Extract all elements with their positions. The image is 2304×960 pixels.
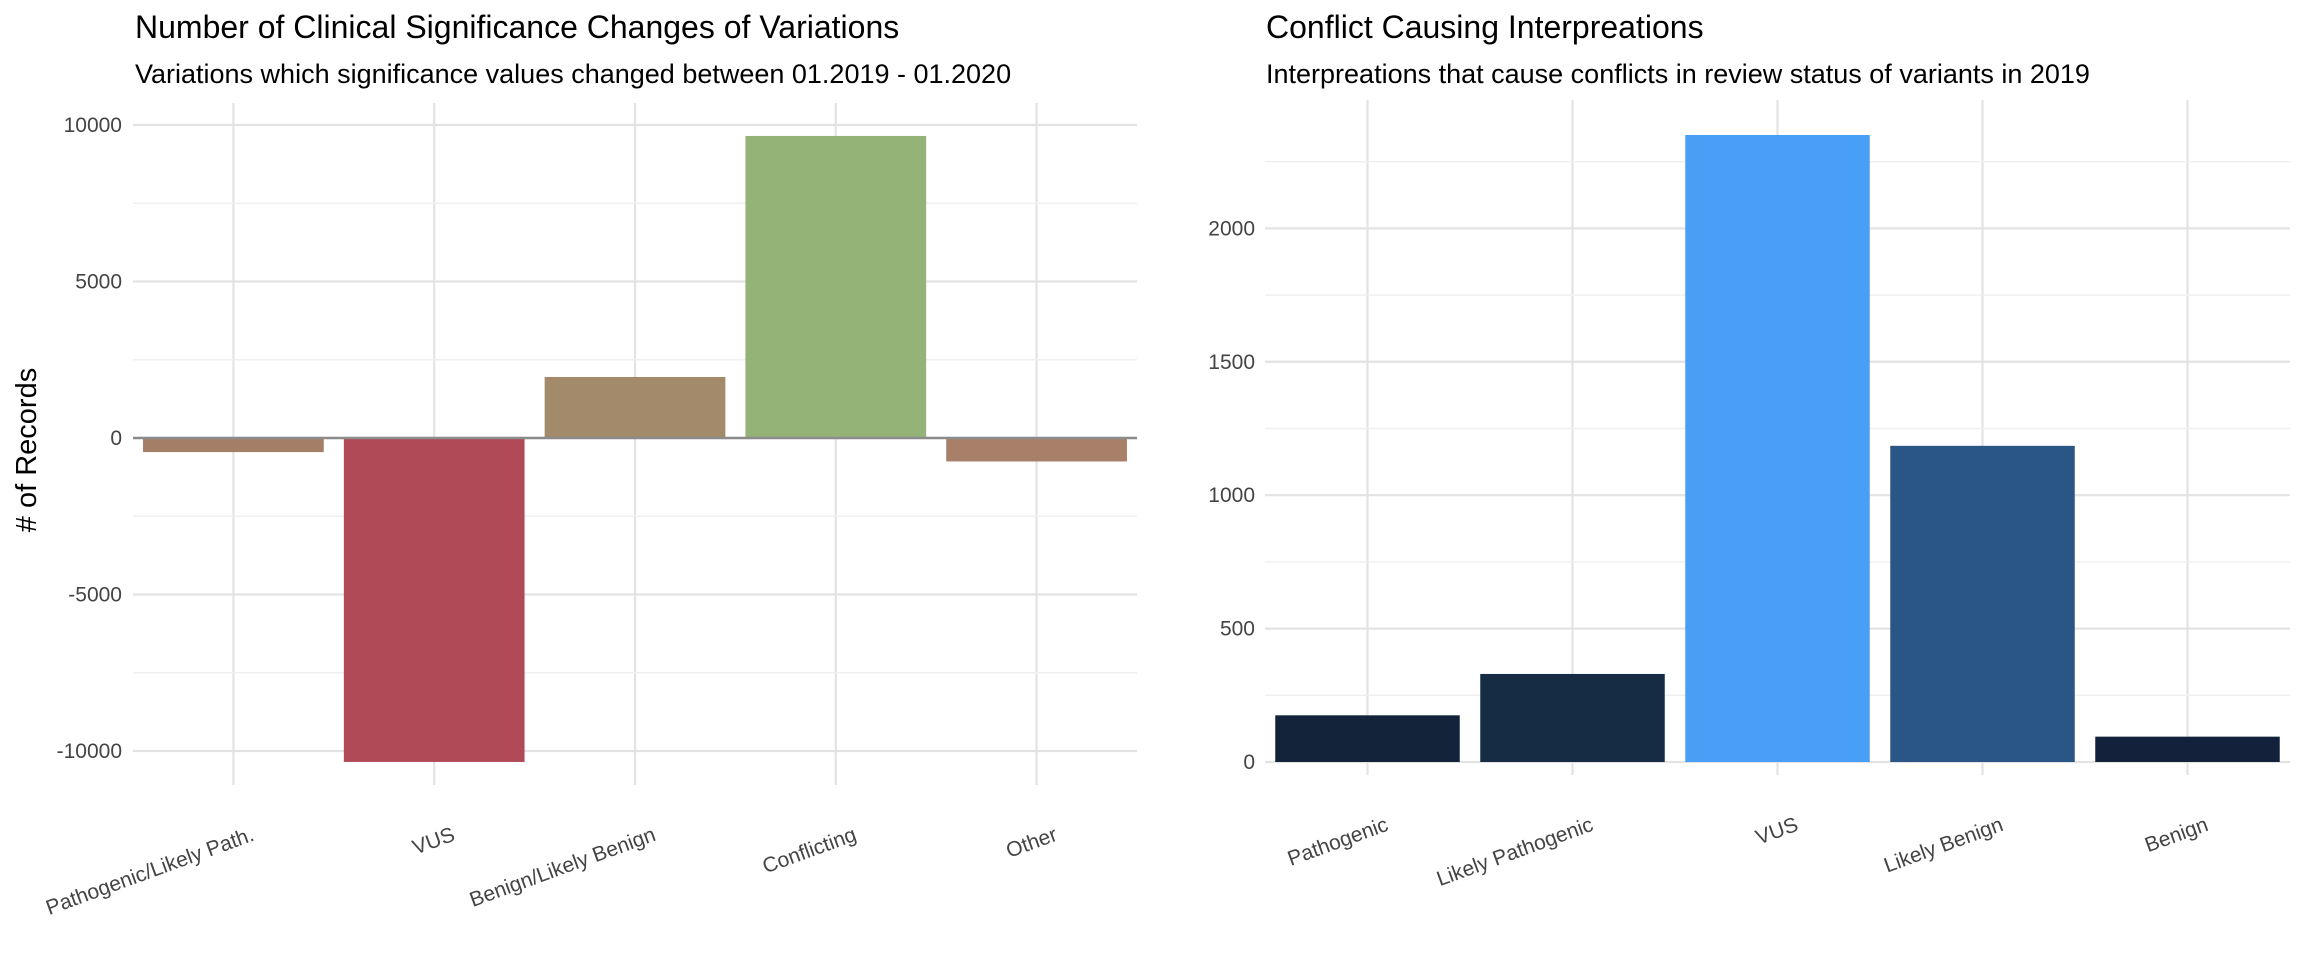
right-bars (1275, 135, 2280, 762)
right-y-ticks: 0 500 1000 1500 2000 (1208, 217, 1255, 774)
right-bar-likely-benign (1890, 445, 2075, 762)
left-bar-other (946, 438, 1127, 462)
left-bar-pathogenic-likely-path- (143, 438, 324, 453)
left-x-tick-label: Pathogenic/Likely Path. (43, 823, 257, 920)
right-bar-likely-pathogenic (1480, 673, 1665, 762)
right-chart-subtitle: Interpreations that cause conflicts in r… (1266, 59, 2090, 89)
right-bar-vus (1685, 135, 1870, 762)
left-chart-subtitle: Variations which significance values cha… (135, 59, 1011, 89)
left-panel: Number of Clinical Significance Changes … (11, 9, 1137, 920)
right-x-tick-label: Likely Benign (1881, 813, 2006, 877)
right-y-tick-label: 1000 (1208, 484, 1255, 507)
left-bars (143, 135, 1127, 762)
left-y-tick-label: -5000 (68, 584, 122, 607)
right-x-ticks: Pathogenic Likely Pathogenic VUS Likely Ben… (1285, 813, 2212, 891)
right-x-tick-label: VUS (1753, 813, 1801, 849)
left-y-tick-label: 0 (110, 427, 122, 450)
left-chart-title: Number of Clinical Significance Changes … (135, 9, 899, 45)
right-y-tick-label: 2000 (1208, 217, 1255, 240)
right-y-tick-label: 1500 (1208, 351, 1255, 374)
right-x-tick-label: Likely Pathogenic (1434, 813, 1597, 891)
left-x-tick-label: Other (1003, 823, 1060, 863)
left-y-tick-label: -10000 (57, 740, 122, 763)
right-y-tick-label: 0 (1243, 751, 1255, 774)
left-x-tick-label: VUS (409, 823, 457, 859)
right-y-tick-label: 500 (1220, 618, 1255, 641)
right-x-tick-label: Benign (2142, 813, 2211, 857)
left-bar-vus (343, 438, 525, 762)
right-panel: Conflict Causing Interpreations Interpre… (1208, 9, 2290, 891)
left-y-tick-label: 5000 (75, 271, 122, 294)
right-bar-benign (2095, 736, 2280, 762)
left-bar-benign-likely-benign (544, 376, 726, 438)
right-bar-pathogenic (1275, 715, 1460, 762)
left-x-tick-label: Benign/Likely Benign (467, 823, 659, 912)
left-y-axis-label: # of Records (11, 368, 43, 532)
left-y-tick-label: 10000 (64, 114, 122, 137)
left-y-ticks: -10000 -5000 0 5000 10000 (57, 114, 122, 763)
left-x-tick-label: Conflicting (759, 823, 859, 878)
left-bar-conflicting (745, 135, 927, 438)
left-x-ticks: Pathogenic/Likely Path. VUS Benign/Likely … (43, 823, 1060, 920)
right-chart-title: Conflict Causing Interpreations (1266, 9, 1704, 45)
right-x-tick-label: Pathogenic (1285, 813, 1392, 871)
